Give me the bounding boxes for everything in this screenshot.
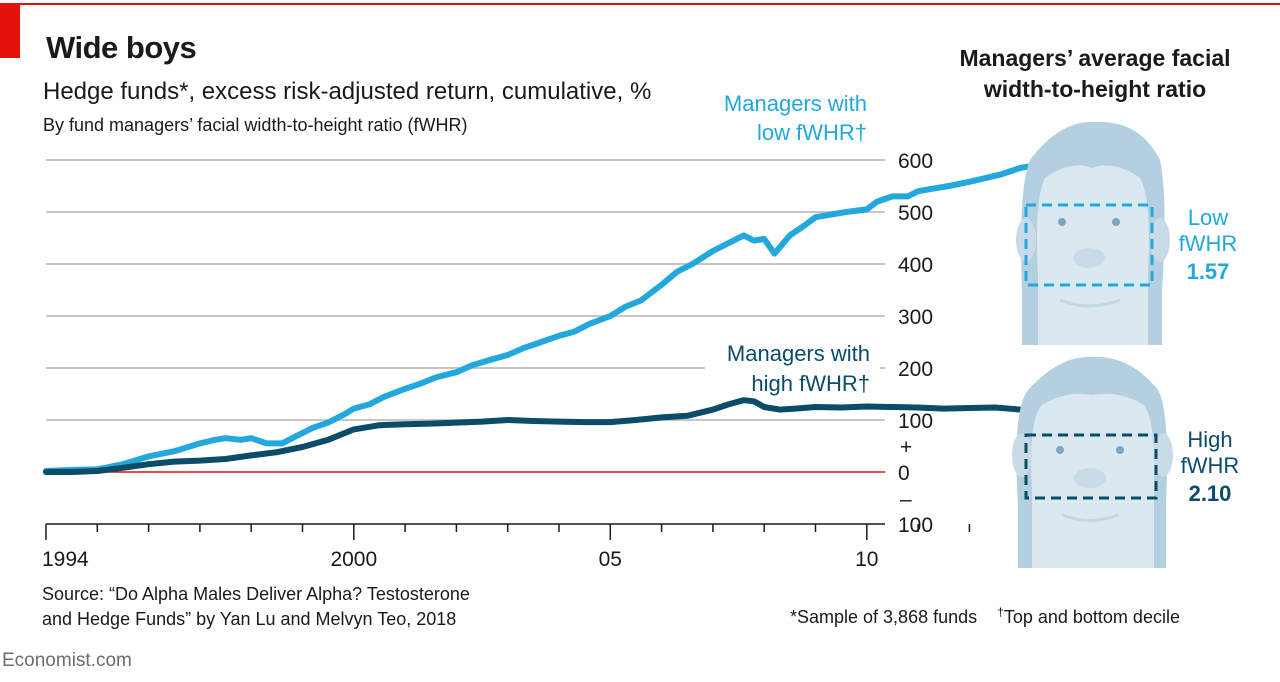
chart-title: Wide boys bbox=[46, 30, 197, 65]
low-fwhr-series-line bbox=[43, 154, 1127, 474]
high-face-mouth bbox=[1061, 513, 1119, 522]
low-series-label-line1: Managers with bbox=[724, 91, 867, 116]
y-tick-label: 100 bbox=[898, 410, 933, 433]
y-minus-sign: – bbox=[900, 488, 912, 511]
x-tick-label: 05 bbox=[599, 548, 622, 571]
low-fwhr-box bbox=[1024, 203, 1154, 287]
low-fwhr-face-illustration bbox=[1016, 121, 1170, 346]
y-tick-label: 0 bbox=[898, 462, 910, 485]
high-fwhr-label-line2: fWHR bbox=[1181, 453, 1240, 478]
high-fwhr-box bbox=[1024, 433, 1158, 500]
brand-red-tag bbox=[0, 3, 20, 58]
high-face-left-eye bbox=[1056, 446, 1064, 454]
chart-subsubtitle: By fund managers’ facial width-to-height… bbox=[43, 115, 468, 135]
series-labels: Managers with low fWHR† Managers with hi… bbox=[705, 91, 880, 404]
faces-panel-title-line1: Managers’ average facial bbox=[959, 45, 1231, 71]
low-face-right-eye bbox=[1112, 218, 1120, 226]
y-tick-label: 100 bbox=[898, 514, 933, 537]
high-series-label-line1: Managers with bbox=[727, 341, 870, 366]
dagger-mark: † bbox=[997, 605, 1004, 619]
y-tick-label: 500 bbox=[898, 202, 933, 225]
y-tick-label: 600 bbox=[898, 150, 933, 173]
sample-footnote: *Sample of 3,868 funds bbox=[790, 607, 978, 627]
low-fwhr-value: 1.57 bbox=[1187, 259, 1230, 284]
low-face-left-eye bbox=[1058, 218, 1066, 226]
x-tick-label: 2000 bbox=[330, 548, 377, 571]
high-fwhr-series-line bbox=[43, 397, 1127, 475]
source-line1: Source: “Do Alpha Males Deliver Alpha? T… bbox=[42, 584, 470, 604]
y-tick-label: 200 bbox=[898, 358, 933, 381]
low-fwhr-label-line2: fWHR bbox=[1179, 231, 1238, 256]
high-face-right-ear bbox=[1153, 433, 1173, 477]
top-rule bbox=[0, 3, 1280, 5]
high-face-left-ear bbox=[1012, 433, 1032, 477]
low-fwhr-label-line1: Low bbox=[1188, 205, 1228, 230]
y-plus-sign: + bbox=[900, 436, 912, 459]
high-series-label-line2: high fWHR† bbox=[751, 371, 870, 396]
source-line2: and Hedge Funds” by Yan Lu and Melvyn Te… bbox=[42, 609, 457, 629]
decile-footnote: Top and bottom decile bbox=[1003, 607, 1180, 627]
high-face-nose bbox=[1074, 468, 1106, 488]
chart-subtitle: Hedge funds*, excess risk-adjusted retur… bbox=[43, 78, 652, 105]
high-fwhr-value: 2.10 bbox=[1189, 481, 1232, 506]
series-lines bbox=[43, 154, 1127, 475]
y-tick-label: 300 bbox=[898, 306, 933, 329]
low-face-right-ear bbox=[1150, 218, 1170, 262]
footnotes: *Sample of 3,868 funds †Top and bottom d… bbox=[790, 605, 1180, 628]
economist-brand: Economist.com bbox=[2, 650, 132, 671]
faces-panel-title: Managers’ average facial width-to-height… bbox=[935, 43, 1255, 105]
high-fwhr-label-line1: High bbox=[1187, 427, 1232, 452]
source-note: Source: “Do Alpha Males Deliver Alpha? T… bbox=[42, 582, 470, 632]
high-fwhr-face-illustration bbox=[1012, 356, 1173, 568]
low-face-nose bbox=[1073, 248, 1105, 268]
low-face-mouth bbox=[1059, 298, 1121, 308]
x-tick-label: 1994 bbox=[42, 548, 89, 571]
x-tick-label: 10 bbox=[855, 548, 878, 571]
faces-panel-title-line2: width-to-height ratio bbox=[983, 76, 1207, 102]
low-series-label-line2: low fWHR† bbox=[757, 120, 867, 145]
y-tick-label: 400 bbox=[898, 254, 933, 277]
high-face-right-eye bbox=[1116, 446, 1124, 454]
high-label-backdrop bbox=[705, 338, 880, 404]
